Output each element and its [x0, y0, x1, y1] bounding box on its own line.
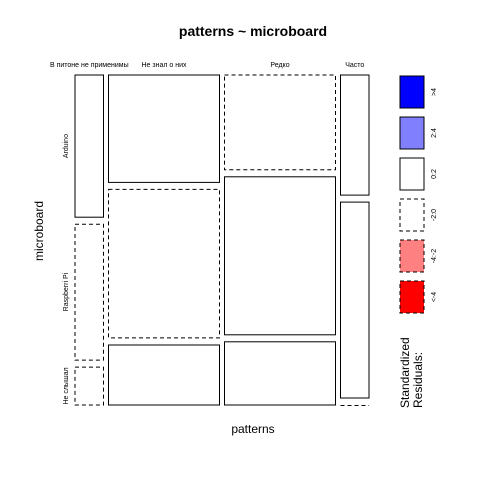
mosaic-cell-2-0 [224, 74, 336, 171]
legend-tick-label: -4:-2 [431, 249, 438, 264]
x-category-label: Не знал о них [141, 62, 187, 69]
legend-swatch [399, 116, 425, 150]
legend-swatch [399, 198, 425, 232]
x-category-label: Часто [345, 62, 364, 69]
mosaic-cell-3-0 [340, 74, 370, 196]
legend-swatch [399, 157, 425, 191]
mosaic-cell-1-0 [108, 74, 220, 183]
mosaic-cell-2-2 [224, 341, 336, 406]
legend-title-line1: Standardized [398, 337, 412, 408]
mosaic-cell-1-2 [108, 344, 220, 406]
legend-tick-label: -2:0 [431, 209, 438, 221]
x-category-labels: В питоне не применимы Не знал о них Редко Ч… [50, 62, 364, 69]
mosaic-cells [74, 74, 370, 406]
residual-legend: >4 2:4 0:2 -2:0 -4:-2 <-4 [399, 75, 438, 314]
mosaic-cell-0-2 [74, 366, 104, 406]
y-category-label: Arduino [63, 134, 70, 158]
legend-tick-label: >4 [431, 88, 438, 96]
legend-swatch [399, 75, 425, 109]
x-category-label: Редко [270, 62, 289, 69]
mosaic-cell-2-1 [224, 176, 336, 336]
y-category-labels: Arduino Raspberri Pi Не слышал [63, 134, 70, 405]
chart-title: patterns ~ microboard [179, 23, 327, 39]
legend-swatch [399, 280, 425, 314]
legend-title-line2: Residuals: [411, 352, 425, 408]
legend-tick-label: 2:4 [431, 128, 438, 138]
legend-tick-label: 0:2 [431, 169, 438, 179]
mosaic-cell-1-1 [108, 188, 220, 339]
mosaic-cell-0-1 [74, 223, 104, 361]
x-axis-label: patterns [231, 422, 274, 436]
y-axis-label: microboard [32, 201, 46, 261]
y-category-label: Raspberri Pi [63, 272, 70, 311]
y-category-label: Не слышал [63, 367, 70, 404]
legend-tick-label: <-4 [431, 292, 438, 302]
legend-swatch [399, 239, 425, 273]
mosaic-cell-3-1 [340, 201, 370, 399]
x-category-label: В питоне не применимы [50, 62, 129, 69]
mosaic-cell-0-0 [74, 74, 104, 218]
